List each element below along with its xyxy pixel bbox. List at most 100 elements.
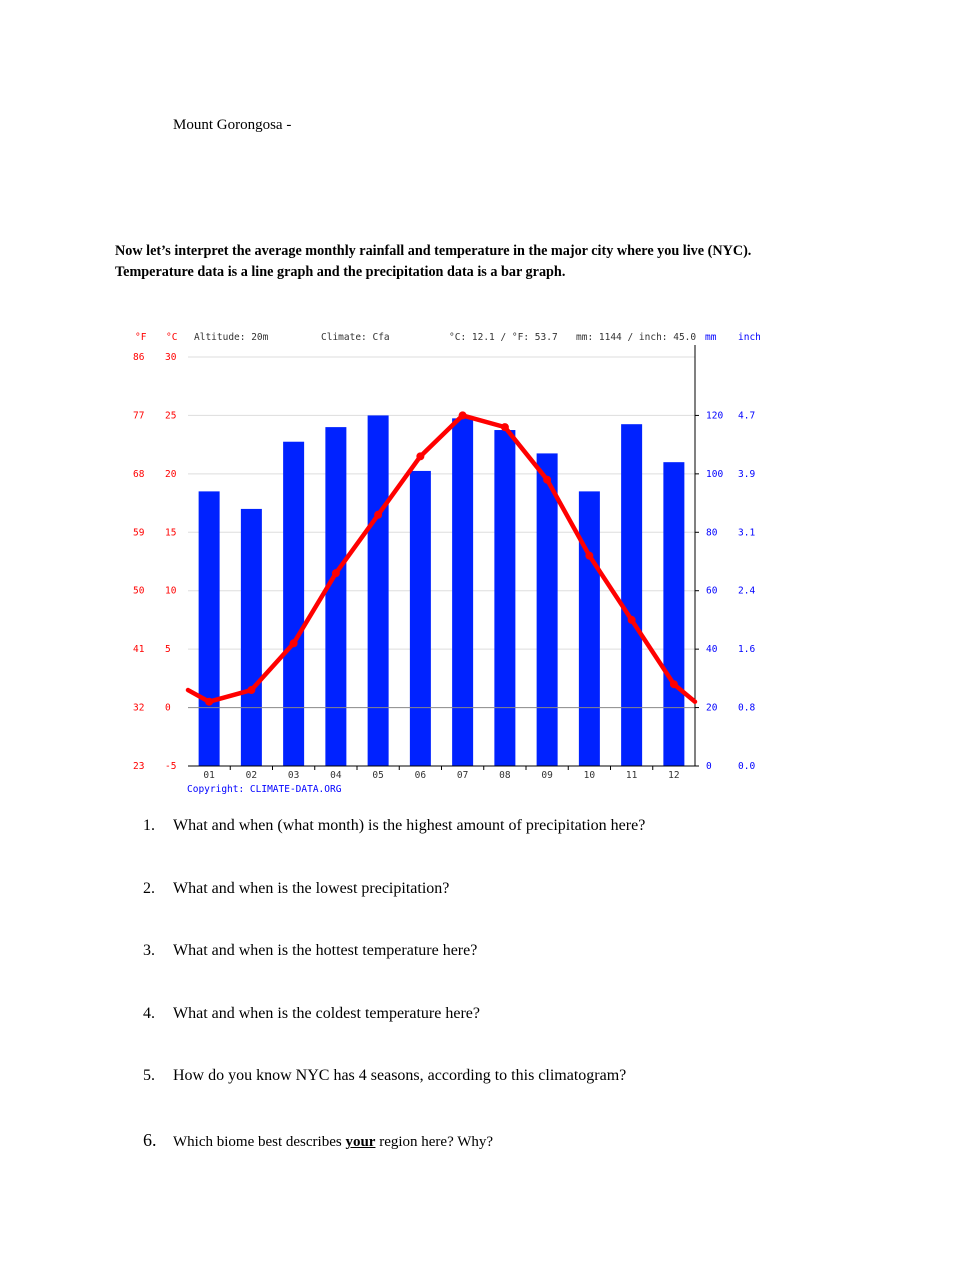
question-text-end: region here? Why? xyxy=(375,1134,494,1150)
question-number: 3. xyxy=(143,942,155,959)
precipitation-bar xyxy=(325,427,347,766)
mm-tick-label: 120 xyxy=(706,410,723,421)
temperature-point xyxy=(247,686,256,695)
question-4: 4. What and when is the coldest temperatu… xyxy=(143,1005,480,1023)
precipitation-bar xyxy=(663,462,685,766)
location-line: Mount Gorongosa - xyxy=(173,117,292,133)
month-label: 12 xyxy=(668,770,679,781)
inch-tick-label: 0.0 xyxy=(738,761,755,772)
question-text: How do you know NYC has 4 seasons, accor… xyxy=(173,1067,627,1084)
intro-line-1: Now let’s interpret the average monthly … xyxy=(115,243,752,259)
mm-tick-label: 20 xyxy=(706,703,718,714)
question-text: What and when is the lowest precipitatio… xyxy=(173,880,450,897)
question-text-start: Which biome best describes xyxy=(173,1134,346,1150)
precipitation-bar xyxy=(240,508,262,766)
inch-tick-label: 0.8 xyxy=(738,703,755,714)
month-label: 03 xyxy=(288,770,299,781)
temperature-point xyxy=(416,452,425,461)
f-tick-label: 41 xyxy=(133,644,145,655)
temperature-point xyxy=(458,411,467,420)
precipitation-bar xyxy=(283,441,305,766)
question-number: 6. xyxy=(143,1130,157,1150)
c-tick-label: 20 xyxy=(165,469,177,480)
month-label: 11 xyxy=(626,770,638,781)
temperature-point xyxy=(669,680,678,689)
mm-tick-label: 80 xyxy=(706,527,718,538)
f-tick-label: 23 xyxy=(133,761,144,772)
c-tick-label: 15 xyxy=(165,527,176,538)
f-tick-label: 68 xyxy=(133,469,145,480)
precipitation-bar xyxy=(452,418,474,766)
c-tick-label: 0 xyxy=(165,703,171,714)
precipitation-bar xyxy=(621,424,643,766)
unit-c-label: °C xyxy=(166,332,177,343)
inch-tick-label: 2.4 xyxy=(738,586,755,597)
altitude-label: Altitude: 20m xyxy=(194,332,269,343)
c-tick-label: 5 xyxy=(165,644,171,655)
climate-chart: °F °C Altitude: 20m Climate: Cfa °C: 12.1 / … xyxy=(133,332,761,795)
inch-tick-label: 4.7 xyxy=(738,410,755,421)
month-label: 01 xyxy=(203,770,215,781)
unit-f-label: °F xyxy=(135,332,147,343)
mm-tick-label: 100 xyxy=(706,469,723,480)
f-tick-label: 50 xyxy=(133,586,145,597)
temperature-point xyxy=(500,423,509,432)
question-number: 5. xyxy=(143,1067,155,1084)
temperature-point xyxy=(289,639,298,648)
temperature-point xyxy=(627,615,636,624)
month-label: 07 xyxy=(457,770,468,781)
question-6: 6. Which biome best describes your region… xyxy=(143,1130,493,1151)
temperature-point xyxy=(543,475,552,484)
question-3: 3. What and when is the hottest temperatu… xyxy=(143,942,477,960)
temperature-point xyxy=(205,697,214,706)
precipitation-bar xyxy=(198,491,220,766)
temperature-point xyxy=(374,510,383,519)
f-tick-label: 77 xyxy=(133,410,144,421)
month-label: 10 xyxy=(584,770,596,781)
precipitation-bar xyxy=(409,470,431,766)
copyright-label: Copyright: CLIMATE-DATA.ORG xyxy=(187,784,342,795)
c-tick-label: 10 xyxy=(165,586,177,597)
inch-tick-label: 1.6 xyxy=(738,644,755,655)
mm-tick-label: 60 xyxy=(706,586,718,597)
question-number: 1. xyxy=(143,817,155,834)
f-tick-label: 86 xyxy=(133,352,145,363)
temp-summary-label: °C: 12.1 / °F: 53.7 xyxy=(449,332,558,343)
mm-tick-label: 40 xyxy=(706,644,718,655)
precipitation-bar xyxy=(494,430,516,766)
month-label: 06 xyxy=(415,770,427,781)
precipitation-bar xyxy=(578,491,600,766)
question-text-emphasis: your xyxy=(345,1134,376,1150)
climate-label: Climate: Cfa xyxy=(321,332,390,343)
precipitation-bar xyxy=(367,415,389,766)
precipitation-bar xyxy=(536,453,558,766)
question-2: 2. What and when is the lowest precipitat… xyxy=(143,880,449,898)
question-1: 1. What and when (what month) is the high… xyxy=(143,817,645,835)
question-text: What and when is the coldest temperature… xyxy=(173,1005,480,1022)
inch-tick-label: 3.9 xyxy=(738,469,755,480)
question-5: 5. How do you know NYC has 4 seasons, acc… xyxy=(143,1067,626,1085)
question-number: 4. xyxy=(143,1005,155,1022)
month-label: 04 xyxy=(330,770,342,781)
f-tick-label: 32 xyxy=(133,703,144,714)
month-label: 02 xyxy=(246,770,257,781)
f-tick-label: 59 xyxy=(133,527,145,538)
inch-tick-label: 3.1 xyxy=(738,527,755,538)
month-label: 05 xyxy=(372,770,383,781)
temperature-point xyxy=(585,551,594,560)
month-label: 08 xyxy=(499,770,511,781)
unit-mm-label: mm xyxy=(705,332,717,343)
question-text: What and when is the hottest temperature… xyxy=(173,942,478,959)
temperature-point xyxy=(331,569,340,578)
intro-line-2: Temperature data is a line graph and the… xyxy=(115,264,566,280)
unit-inch-label: inch xyxy=(738,332,761,343)
temperature-line xyxy=(185,413,698,704)
question-text: What and when (what month) is the highes… xyxy=(173,817,646,834)
question-number: 2. xyxy=(143,880,155,897)
precip-summary-label: mm: 1144 / inch: 45.0 xyxy=(576,332,696,343)
c-tick-label: 30 xyxy=(165,352,177,363)
month-label: 09 xyxy=(541,770,553,781)
intro-paragraph: Now let’s interpret the average monthly … xyxy=(115,241,875,283)
mm-tick-label: 0 xyxy=(706,761,712,772)
c-tick-label: 25 xyxy=(165,410,176,421)
